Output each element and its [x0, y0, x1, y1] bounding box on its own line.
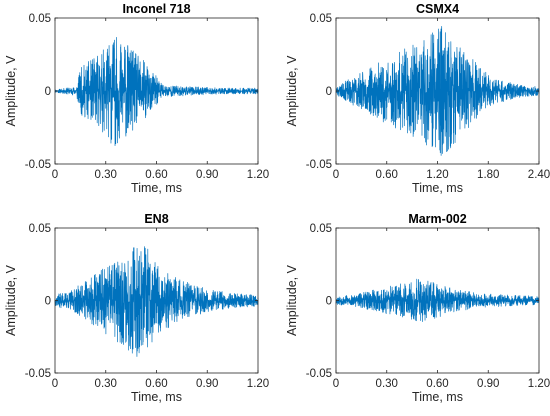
- x-tick-label: 1.20: [247, 169, 269, 181]
- x-tick-label: 0.30: [376, 378, 398, 390]
- y-tick-label: 0: [326, 86, 332, 98]
- x-axis-label: Time, ms: [131, 181, 182, 195]
- x-tick-label: 0.90: [196, 169, 218, 181]
- signal-line: [54, 246, 259, 357]
- x-tick-label: 0.30: [95, 169, 117, 181]
- x-tick-label: 0: [333, 378, 339, 390]
- subplot-marm-002: Marm-002 Time, ms Amplitude, V 0 0.30 0.60…: [285, 212, 550, 404]
- subplot-title: EN8: [144, 212, 168, 226]
- x-tick-label: 0.30: [95, 378, 117, 390]
- subplot-title: Inconel 718: [122, 2, 190, 16]
- subplot-title: Marm-002: [408, 212, 466, 226]
- y-axis-label: Amplitude, V: [285, 55, 299, 127]
- y-tick-label: 0: [45, 86, 51, 98]
- x-axis-label: Time, ms: [131, 390, 182, 404]
- y-axis-label: Amplitude, V: [4, 264, 18, 336]
- x-axis-label: Time, ms: [412, 181, 463, 195]
- x-axis-label: Time, ms: [412, 390, 463, 404]
- y-tick-label: -0.05: [306, 368, 332, 380]
- x-tick-label: 0: [52, 169, 58, 181]
- x-tick-label: 0.90: [196, 378, 218, 390]
- y-tick-label: 0.05: [29, 223, 51, 235]
- y-tick-label: 0.05: [29, 13, 51, 25]
- x-tick-label: 0.60: [145, 169, 167, 181]
- x-tick-label: 1.80: [477, 169, 499, 181]
- x-tick-label: 1.20: [426, 169, 448, 181]
- x-tick-label: 1.20: [528, 378, 550, 390]
- x-tick-label: 0: [52, 378, 58, 390]
- subplot-en8: EN8 Time, ms Amplitude, V 0 0.30 0.60 0.90 1…: [4, 212, 269, 404]
- subplot-inconel-718: Inconel 718 Time, ms Amplitude, V 0 0.30 0…: [4, 2, 269, 195]
- subplot-title: CSMX4: [416, 2, 459, 16]
- x-tick-label: 0.90: [477, 378, 499, 390]
- x-tick-label: 0.60: [426, 378, 448, 390]
- y-axis-label: Amplitude, V: [285, 264, 299, 336]
- signal-line: [335, 26, 540, 156]
- y-tick-label: -0.05: [306, 159, 332, 171]
- x-tick-label: 0.60: [145, 378, 167, 390]
- subplot-csmx4: CSMX4 Time, ms Amplitude, V 0 0.60 1.20 1.8…: [285, 2, 550, 195]
- y-tick-label: 0: [326, 296, 332, 308]
- signal-line: [335, 278, 540, 323]
- y-tick-label: 0.05: [310, 13, 332, 25]
- y-tick-label: -0.05: [25, 159, 51, 171]
- signal-line: [54, 37, 259, 147]
- y-axis-label: Amplitude, V: [4, 55, 18, 127]
- x-tick-label: 0: [333, 169, 339, 181]
- x-tick-label: 2.40: [528, 169, 550, 181]
- x-tick-label: 1.20: [247, 378, 269, 390]
- y-tick-label: 0: [45, 296, 51, 308]
- y-tick-label: -0.05: [25, 368, 51, 380]
- y-tick-label: 0.05: [310, 223, 332, 235]
- x-tick-label: 0.60: [376, 169, 398, 181]
